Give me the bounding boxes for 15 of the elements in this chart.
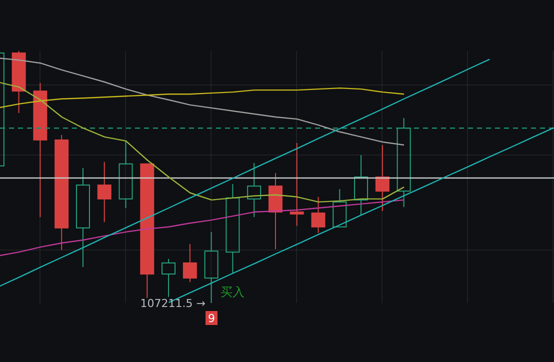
candlestick [226,184,240,275]
candlestick [76,167,90,268]
candlestick [311,196,326,234]
candlestick [375,144,390,212]
candlestick [396,118,411,208]
candlestick [54,134,69,251]
annotation: 107211.5 → [140,297,206,310]
annotation: 买入 [220,285,245,299]
candlestick [354,154,368,216]
text: 9 [208,312,216,325]
candlestick [204,231,218,303]
candlestick [268,172,282,250]
candlestick [247,162,262,218]
candlestick [97,161,112,223]
candlestick [118,140,133,208]
